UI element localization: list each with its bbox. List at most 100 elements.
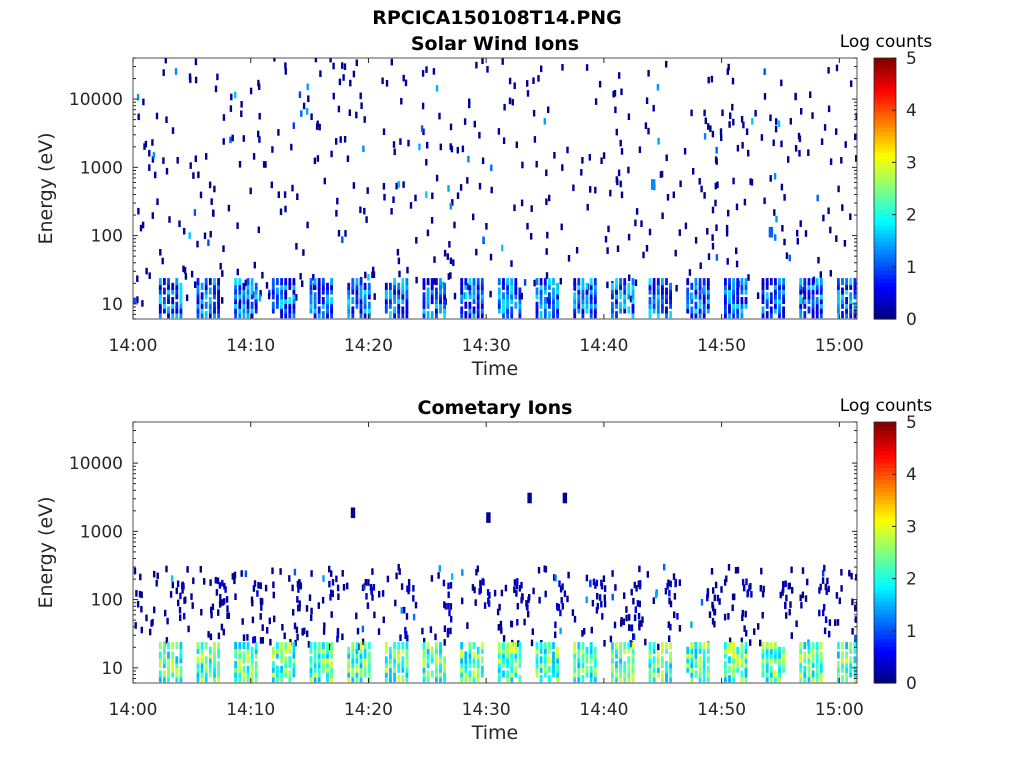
cell — [261, 598, 264, 605]
colorbar-segment — [874, 257, 896, 263]
band-cell — [665, 665, 668, 673]
colorbar-segment — [874, 499, 896, 505]
band-cell — [389, 670, 392, 678]
band-cell — [250, 651, 254, 659]
band-cell — [405, 642, 409, 650]
cell — [840, 585, 843, 592]
cell — [618, 72, 621, 79]
cell — [151, 212, 154, 219]
cell — [210, 198, 213, 205]
band-cell — [284, 282, 288, 290]
band-cell — [539, 661, 543, 669]
band-cell — [744, 675, 748, 683]
cell — [728, 637, 732, 645]
band-cell — [765, 665, 769, 673]
cell — [824, 583, 827, 591]
cell — [828, 630, 831, 638]
cell — [136, 600, 140, 608]
cell — [134, 622, 137, 629]
cell — [142, 98, 145, 106]
cell — [795, 620, 798, 627]
band-cell — [506, 675, 509, 683]
cell — [145, 614, 148, 622]
band-cell — [510, 646, 514, 654]
band-cell — [317, 306, 321, 314]
cell — [736, 566, 740, 574]
band-cell — [694, 306, 698, 314]
cell — [336, 631, 340, 639]
cell — [475, 248, 478, 256]
cell — [383, 193, 386, 201]
band-cell — [819, 661, 823, 669]
cell — [820, 138, 824, 145]
cell — [259, 290, 262, 297]
band-cell — [401, 278, 405, 286]
cell — [176, 157, 179, 164]
band-cell — [837, 642, 840, 650]
band-cell — [217, 642, 220, 650]
band-cell — [497, 661, 501, 669]
band-cell — [593, 675, 597, 683]
band-cell — [200, 665, 204, 673]
x-tick-label: 14:50 — [697, 336, 746, 356]
band-cell — [736, 306, 740, 314]
band-cell — [778, 646, 781, 654]
cell — [242, 135, 245, 142]
band-cell — [803, 287, 807, 295]
band-cell — [472, 311, 476, 319]
cell — [526, 90, 530, 97]
cell — [273, 58, 276, 62]
cell — [361, 584, 365, 592]
cell — [194, 281, 197, 288]
cell — [785, 594, 788, 602]
cell — [546, 231, 549, 239]
cell — [613, 621, 617, 629]
band-cell — [405, 278, 409, 286]
cell — [249, 187, 252, 195]
cell — [827, 67, 830, 74]
cell — [430, 217, 434, 224]
band-cell — [656, 292, 660, 300]
band-cell — [246, 301, 250, 309]
band-cell — [246, 287, 250, 295]
band-cell — [238, 675, 242, 683]
cell — [558, 580, 561, 587]
band-cell — [694, 661, 698, 669]
band-cell — [656, 311, 660, 319]
cell — [447, 273, 450, 280]
band-cell — [397, 282, 401, 290]
band-cell — [497, 651, 501, 659]
cell — [292, 609, 295, 616]
cell — [356, 627, 360, 635]
band-cell — [363, 656, 367, 664]
cell — [409, 202, 413, 209]
band-cell — [669, 642, 672, 650]
band-cell — [351, 675, 355, 683]
band-cell — [510, 311, 514, 319]
band-cell — [254, 297, 258, 305]
colorbar-segment — [874, 462, 896, 468]
cell — [520, 581, 523, 589]
band-cell — [497, 306, 501, 314]
band-cell — [849, 306, 853, 314]
band-cell — [464, 661, 468, 669]
cell — [501, 58, 504, 65]
cell — [412, 595, 415, 602]
cell — [756, 292, 760, 299]
cell — [775, 118, 778, 125]
band-cell — [472, 292, 476, 300]
band-cell — [326, 311, 329, 319]
band-cell — [732, 287, 735, 295]
band-cell — [476, 287, 480, 295]
cell — [634, 606, 637, 613]
band-cell — [581, 311, 585, 319]
band-cell — [359, 287, 363, 295]
band-cell — [347, 306, 351, 314]
cell — [165, 116, 168, 123]
band-cell — [321, 278, 325, 286]
cell — [272, 591, 275, 599]
cell — [488, 592, 491, 599]
band-cell — [246, 651, 250, 659]
cell — [442, 579, 446, 587]
cell — [517, 640, 520, 647]
